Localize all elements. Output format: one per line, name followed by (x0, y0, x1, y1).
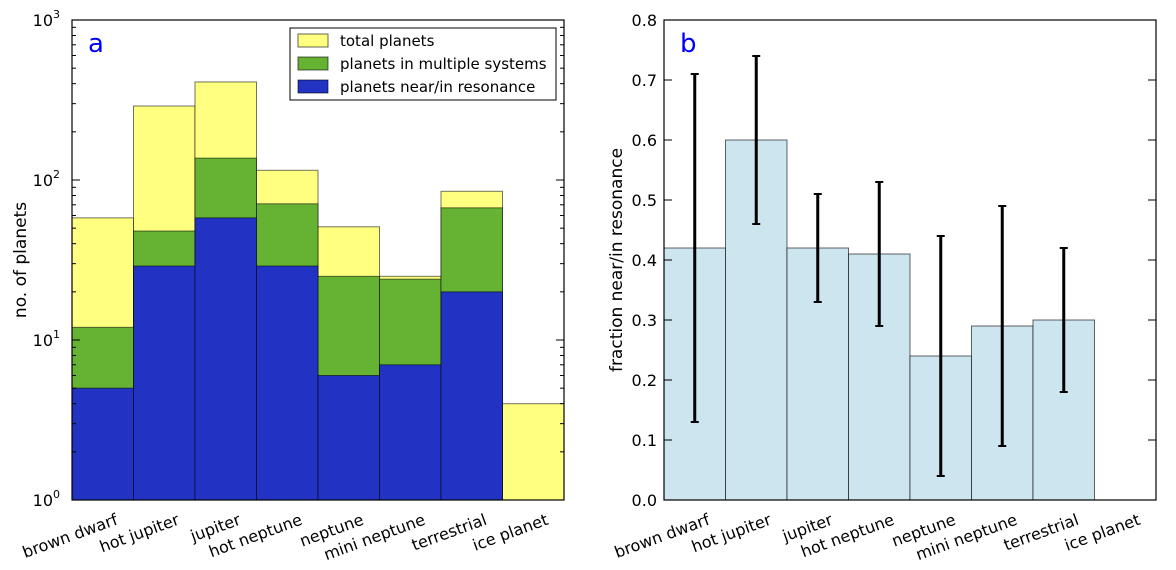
legend-box (289, 27, 557, 101)
errorbar-jupiter (813, 193, 822, 303)
ytick-label: 103 (33, 8, 60, 30)
ytick-label: 0.5 (632, 191, 657, 210)
bar-total-planets-ice-planet (502, 403, 565, 501)
ytick-label: 0.2 (632, 371, 657, 390)
legend-swatch-planets-in-multiple-systems (297, 56, 329, 71)
errorbar-neptune (936, 235, 945, 477)
bar-planets-near-in-resonance-mini-neptune (379, 364, 442, 501)
bar-planets-near-in-resonance-brown-dwarf (71, 387, 134, 501)
panel-a-ylabel: no. of planets (11, 202, 31, 318)
errorbar-hot-neptune (875, 181, 884, 327)
panel-a-label: a (88, 29, 104, 59)
bar-planets-near-in-resonance-hot-jupiter (133, 265, 196, 501)
panel-b: 0.00.10.20.30.40.50.60.70.8 brown dwarfh… (607, 11, 1157, 564)
legend-swatch-total-planets (297, 33, 329, 48)
ytick-label: 0.4 (632, 251, 657, 270)
errorbar-mini-neptune (998, 205, 1007, 447)
bar-planets-near-in-resonance-terrestrial (440, 291, 503, 501)
panel-a-frame (71, 19, 565, 501)
ytick-label: 0.3 (632, 311, 657, 330)
errorbar-hot-jupiter (752, 55, 761, 225)
ytick-label: 0.0 (632, 491, 657, 510)
bar-planets-near-in-resonance-jupiter (194, 217, 257, 501)
bar-planets-near-in-resonance-hot-neptune (256, 265, 319, 501)
ytick-label: 0.8 (632, 11, 657, 30)
ytick-label: 0.1 (632, 431, 657, 450)
panel-b-label: b (680, 29, 697, 59)
ytick-label: 102 (33, 168, 60, 190)
legend: total planets planets in multiple systems… (289, 27, 557, 101)
legend-label-planets-near-in-resonance: planets near/in resonance (340, 78, 535, 96)
panel-b-ylabel: fraction near/in resonance (607, 148, 627, 372)
ytick-label: 100 (33, 488, 60, 510)
legend-label-total-planets: total planets (340, 32, 435, 50)
ytick-label: 0.6 (632, 131, 657, 150)
legend-swatch-planets-near-in-resonance (297, 79, 329, 94)
errorbar-terrestrial (1059, 247, 1068, 393)
ytick-label: 101 (33, 328, 60, 350)
errorbar-brown-dwarf (690, 73, 699, 423)
ytick-label: 0.7 (632, 71, 657, 90)
bar-planets-near-in-resonance-neptune (317, 374, 380, 501)
legend-label-planets-in-multiple-systems: planets in multiple systems (340, 55, 547, 73)
